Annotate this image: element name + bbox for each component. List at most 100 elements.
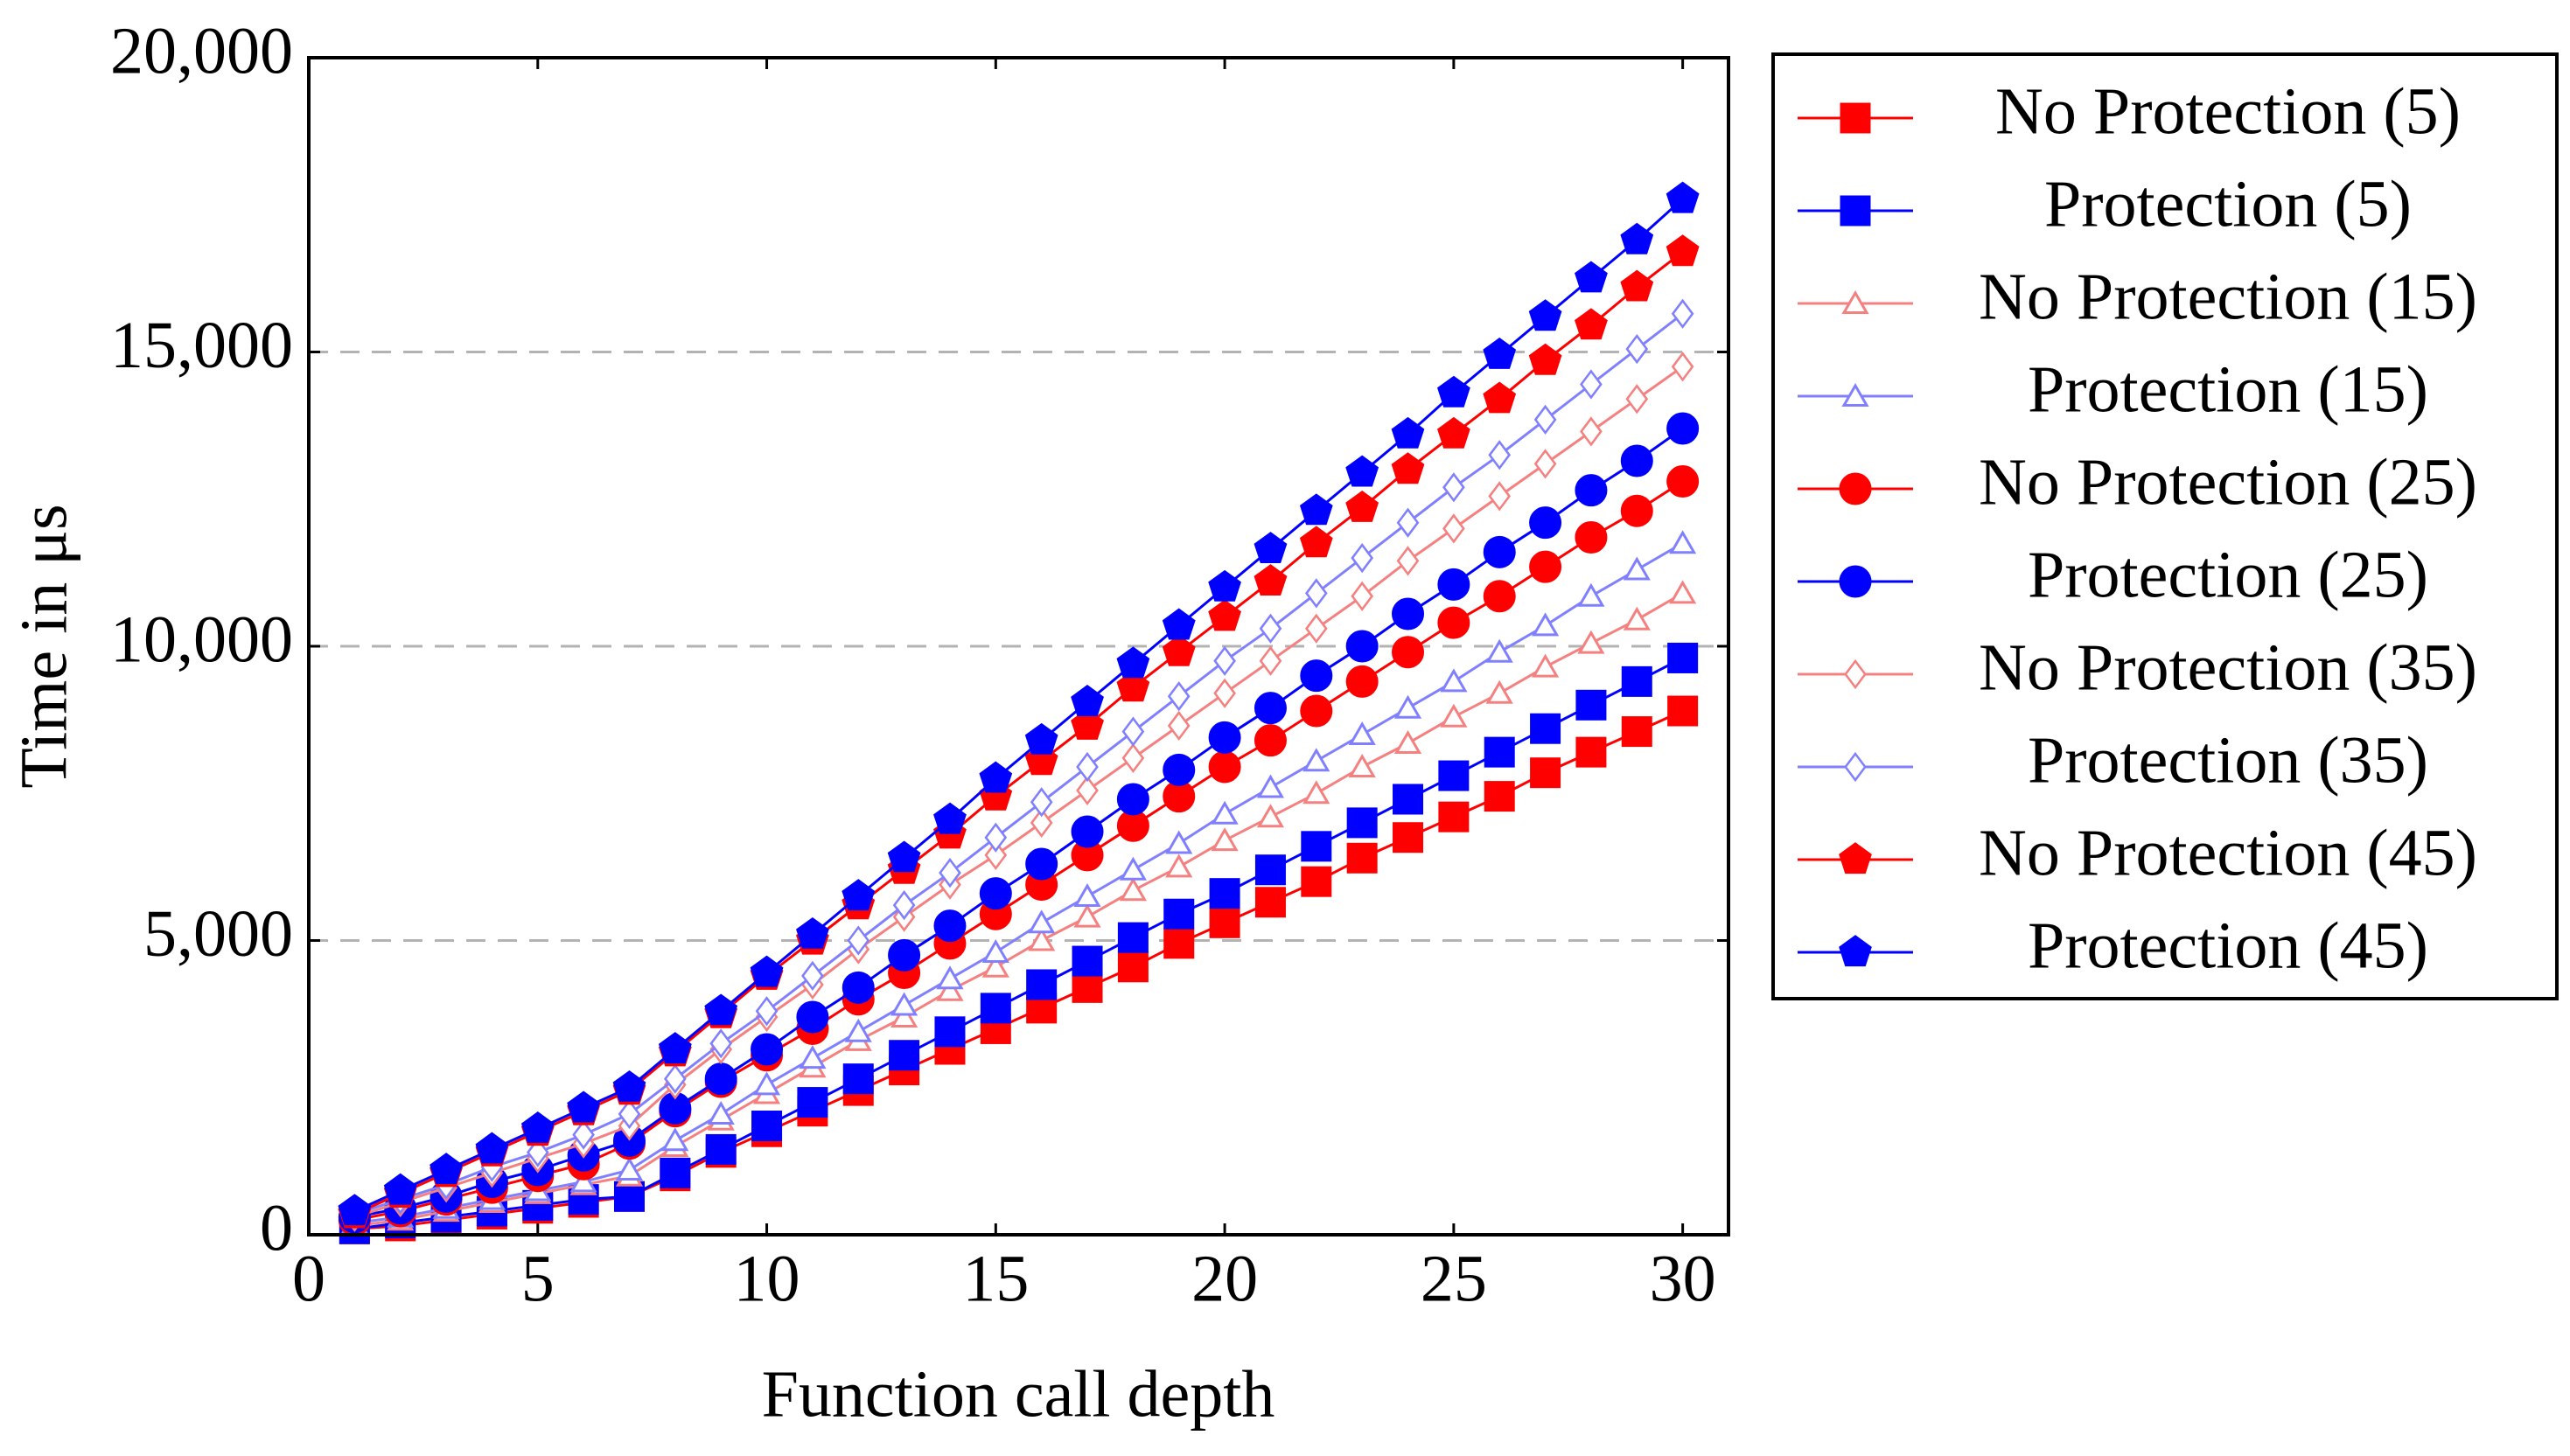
marker [707,1101,735,1125]
marker [1167,710,1191,742]
marker [704,1062,737,1096]
marker [980,993,1011,1024]
marker [1483,381,1517,414]
marker [1162,634,1196,666]
marker [1025,847,1058,881]
series-line [353,312,1684,1216]
marker [1121,742,1145,774]
marker [755,996,779,1027]
marker [1393,822,1424,853]
marker [612,1069,646,1102]
marker [1620,222,1654,254]
marker [1346,807,1378,839]
marker [1162,608,1196,640]
marker [1351,542,1374,574]
marker [658,1032,692,1064]
marker [1167,681,1191,712]
marker [1393,730,1422,754]
marker [1437,568,1470,601]
marker [383,1173,417,1205]
marker [1483,338,1517,369]
marker [1071,685,1104,716]
marker [1392,597,1425,630]
marker [1440,668,1468,693]
y-tick-label: 15,000 [110,309,293,382]
marker [1028,909,1056,934]
marker [1484,781,1515,812]
marker [799,1045,827,1069]
marker [1669,580,1697,604]
x-tick-label: 5 [521,1242,555,1315]
marker [1299,493,1333,526]
marker [1532,653,1560,678]
marker [705,1133,737,1165]
marker [1575,308,1608,340]
marker [1304,613,1328,644]
marker [796,916,829,949]
series-line [354,709,1684,1230]
marker [1119,856,1147,881]
marker [1259,613,1282,644]
marker [1254,724,1287,757]
marker [1485,679,1513,704]
marker [797,1087,828,1118]
marker [1442,472,1465,503]
series-line [354,657,1684,1230]
marker [1577,630,1605,654]
marker [892,889,916,921]
marker [618,1098,641,1130]
marker [1256,774,1284,798]
legend-marker [1841,383,1869,407]
marker [1575,736,1607,768]
marker [1209,878,1240,909]
marker [1301,831,1332,862]
marker [842,971,875,1004]
legend-marker [1841,290,1869,314]
marker [1121,716,1145,747]
marker [1442,513,1465,544]
marker [709,1028,733,1059]
marker [1666,181,1700,213]
marker [1667,695,1699,727]
marker [753,1071,781,1096]
marker [1621,716,1652,748]
marker [1072,945,1103,977]
marker [1300,659,1333,693]
y-tick-label: 20,000 [110,14,293,87]
marker [1030,787,1053,818]
marker [567,1090,600,1123]
plot-frame [307,56,1730,1237]
marker [981,939,1009,963]
marker [1208,569,1241,602]
marker [1669,530,1697,554]
marker [1621,665,1652,697]
legend-label: No Protection (15) [1979,260,2477,333]
marker [1671,298,1694,329]
x-axis-label: Function call depth [762,1357,1275,1431]
marker [1671,352,1694,382]
series-line [354,480,1684,1222]
marker [1116,783,1149,816]
marker [1213,645,1236,676]
marker [1024,722,1058,755]
marker [1577,582,1605,607]
marker [1396,546,1420,576]
marker [1209,907,1240,938]
legend-marker [1840,102,1871,134]
marker [1437,606,1470,639]
marker [663,1063,687,1094]
marker [936,977,964,1001]
marker [1030,807,1053,839]
marker [1530,713,1561,744]
marker [1259,645,1282,676]
legend-marker [1839,565,1872,598]
legend-label: No Protection (35) [1979,630,2477,704]
marker [1300,694,1333,728]
marker [572,1119,595,1150]
y-tick-label: 0 [260,1191,293,1264]
marker [1488,440,1512,470]
marker [1299,526,1333,558]
series-line [353,250,1684,1216]
marker [1528,299,1562,331]
